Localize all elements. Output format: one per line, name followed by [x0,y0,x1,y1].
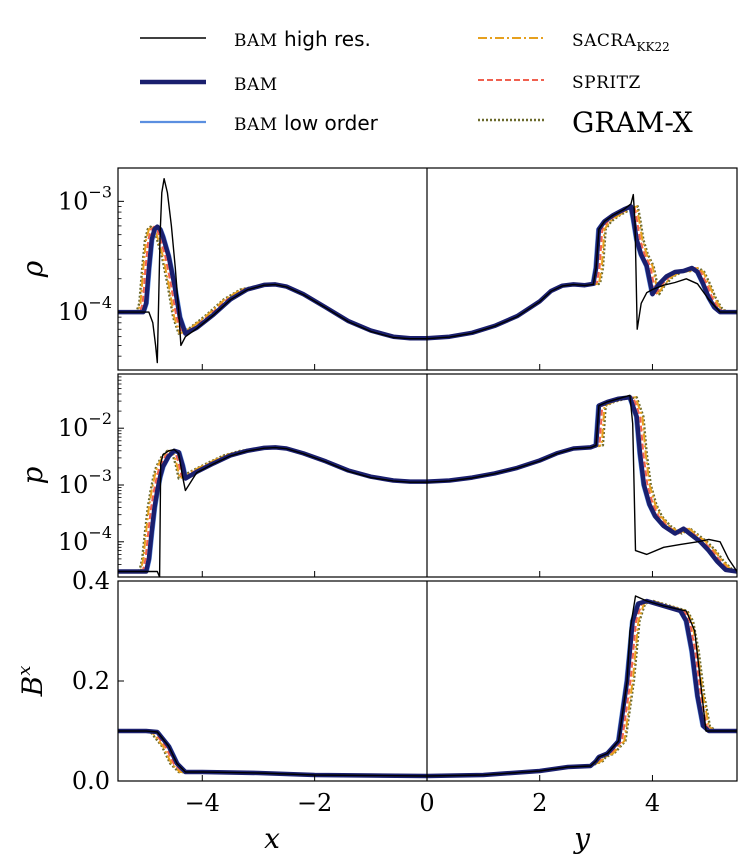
series-bam_low-rho-right [426,205,736,340]
series-bam_high-Bx-left [118,730,428,777]
y-tick-label: 10−4 [58,523,112,556]
series-spritz-p-right [426,396,737,573]
curves-rho [118,178,737,364]
x-tick-label: −4 [185,789,220,817]
series-bam_high-Bx-right [426,595,737,777]
curves-p [118,394,737,577]
y-ticks-p: 10−2 10−3 10−4 [58,376,124,572]
legend-entry-gramx: GRAM-X [478,106,693,139]
x-ticks-rho [201,364,653,370]
legend-label-bam_high: BAM high res. [234,27,371,51]
legend-label-spritz: SPRITZ [572,73,641,93]
legend-label-bam: BAM [234,75,278,95]
x-ticks-Bx: −4 −2 0 2 4 [185,775,660,817]
series-bam-p-left [118,445,427,574]
legend-entry-spritz: SPRITZ [478,73,641,93]
y-tick-label: 10−3 [58,466,112,499]
x-axis-label-right: y [572,822,591,855]
x-axis-label-left: x [264,822,280,855]
series-bam_high-p-right [426,394,737,572]
series-bam_high-rho-left [118,178,427,364]
y-tick-label: 0.4 [72,567,110,595]
series-bam_low-p-right [426,396,736,573]
y-tick-label: 10−2 [58,409,112,442]
series-sacra-Bx-right [426,600,737,777]
y-tick-label: 0.0 [72,767,110,795]
x-tick-label: 4 [645,789,660,817]
series-bam_high-rho-right [426,193,737,340]
y-ticks-Bx: 0.0 0.2 0.4 [72,567,124,795]
series-gramx-p-right [426,396,737,572]
curves-Bx [118,595,737,779]
y-axis-label-p: p [16,466,49,484]
y-axis-label-Bx: Bx [14,666,49,698]
y-tick-label: 10−4 [58,293,112,326]
series-spritz-rho-right [426,205,737,340]
y-tick-label: 0.2 [72,667,110,695]
x-tick-label: 0 [419,789,434,817]
legend-label-bam_low: BAM low order [234,111,379,135]
panels: 10−3 10−4 ρ 10−2 10−3 10−4 p 0.0 0.2 0.4 Bx −4 −2 0 2 4… [14,167,738,855]
x-tick-label: 2 [532,789,547,817]
panel-rho: 10−3 10−4 ρ [16,167,738,371]
series-bam-p-right [426,395,737,574]
series-bam-rho-right [426,204,737,341]
y-tick-label: 10−3 [58,182,112,215]
x-ticks-p [201,571,653,577]
series-bam-rho-left [118,224,427,341]
legend-label-sacra: SACRAKK22 [572,31,670,54]
series-sacra-p-right [426,396,737,572]
series-gramx-p-left [118,446,427,573]
panel-p: 10−2 10−3 10−4 p [16,373,738,578]
panel-Bx: 0.0 0.2 0.4 Bx −4 −2 0 2 4 [14,567,738,817]
y-axis-label-rho: ρ [16,260,49,278]
series-bam_high-p-left [118,446,427,577]
legend-entry-bam_high: BAM high res. [140,27,371,51]
legend-label-gramx: GRAM-X [572,106,693,139]
legend-entry-bam: BAM [140,75,278,95]
legend: BAM high res. BAM BAM low order SACRAKK22 SP… [140,27,693,139]
legend-entry-bam_low: BAM low order [140,111,379,135]
y-ticks-rho: 10−3 10−4 [58,182,124,357]
legend-entry-sacra: SACRAKK22 [478,31,670,54]
x-tick-label: −2 [297,789,332,817]
